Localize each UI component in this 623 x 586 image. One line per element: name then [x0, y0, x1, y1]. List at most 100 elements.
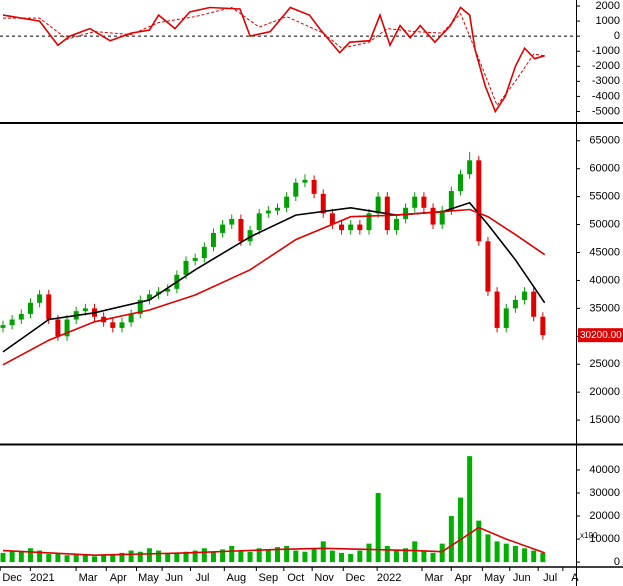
volume-bar	[467, 456, 473, 563]
volume-bar	[366, 543, 372, 563]
volume-bar	[403, 548, 409, 563]
volume-bar	[357, 550, 363, 563]
volume-bar	[348, 554, 354, 563]
candle-body	[265, 210, 271, 214]
candle-body	[55, 319, 61, 337]
y-tick-label: 10000	[589, 533, 620, 545]
volume-bar	[421, 550, 427, 563]
volume-bar	[522, 548, 528, 563]
y-tick-label: 1000	[596, 15, 620, 27]
y-tick-label: 20000	[589, 386, 620, 398]
candle-body	[467, 160, 473, 175]
x-tick-label: Oct	[287, 572, 304, 584]
y-tick-label: -2000	[592, 60, 620, 72]
volume-bar	[220, 549, 226, 563]
line-series	[2, 6, 545, 114]
candle-body	[201, 246, 207, 259]
candle-body	[156, 291, 162, 295]
y-tick-label: 65000	[589, 135, 620, 147]
y-tick-label: 60000	[589, 163, 620, 175]
candle-body	[329, 213, 335, 225]
x-tick-label: Jun	[513, 572, 531, 584]
candle-body	[18, 313, 24, 320]
candle-body	[256, 213, 262, 231]
volume-bar	[494, 541, 500, 563]
candle-body	[137, 299, 143, 314]
candle-body	[284, 196, 290, 208]
x-tick-label: Mar	[424, 572, 443, 584]
candle-body	[0, 325, 6, 328]
volume-bar	[64, 555, 70, 563]
volume-bar	[110, 554, 116, 563]
candle-body	[476, 160, 482, 242]
volume-bar	[210, 551, 216, 563]
candle-body	[348, 224, 354, 231]
volume-bar	[284, 545, 290, 563]
volume-bar	[384, 545, 390, 563]
plot-area	[0, 6, 576, 114]
volume-bar	[37, 550, 43, 563]
candle-body	[366, 213, 372, 231]
candle-body	[393, 218, 399, 231]
y-tick-label: 30000	[589, 487, 620, 499]
volume-bar	[293, 550, 299, 563]
volume-bar	[430, 552, 436, 563]
x-tick-label: Aug	[227, 572, 247, 584]
x-tick-label: Jun	[165, 572, 183, 584]
line-series	[2, 201, 546, 353]
volume-bar	[275, 547, 280, 563]
y-tick-label: 40000	[589, 464, 620, 476]
candle-body	[302, 179, 308, 183]
volume-bar	[256, 548, 262, 563]
y-tick-label: -1000	[592, 45, 620, 57]
candle-body	[448, 191, 454, 211]
volume-bar	[201, 548, 207, 563]
candle-body	[485, 241, 491, 292]
y-tick-label: 2000	[596, 0, 620, 12]
volume-bar	[27, 548, 33, 563]
candle-body	[375, 196, 381, 214]
candle-body	[247, 230, 253, 242]
candle-body	[357, 224, 363, 231]
y-tick-label: 40000	[589, 274, 620, 286]
candle-body	[522, 291, 528, 300]
x-tick-label: 2022	[377, 572, 401, 584]
volume-bar	[412, 541, 418, 563]
x-tick-label: Nov	[314, 572, 334, 584]
x-tick-label: Jul	[195, 572, 209, 584]
line-series	[2, 208, 546, 366]
candle-body	[64, 319, 70, 337]
candle-body	[229, 218, 235, 225]
y-tick-label: 50000	[589, 218, 620, 230]
x-tick-label: Jul	[543, 572, 557, 584]
volume-bar	[146, 548, 152, 563]
line-series	[3, 6, 545, 107]
x-tick-label: Dec	[345, 572, 365, 584]
candle-body	[458, 174, 463, 192]
volume-bar	[329, 550, 335, 563]
candle-body	[531, 291, 537, 317]
candle-body	[37, 294, 43, 303]
volume-bar	[82, 555, 88, 563]
volume-bar	[302, 551, 308, 563]
x-tick-label: May	[484, 572, 505, 584]
x-tick-label: Sep	[259, 572, 279, 584]
volume-bar	[165, 554, 171, 563]
y-tick-label: -5000	[592, 105, 620, 117]
y-tick-label: 0	[614, 556, 620, 568]
plot-area	[0, 456, 546, 563]
volume-bar	[9, 550, 15, 563]
candle-body	[146, 294, 152, 300]
volume-bar	[73, 554, 79, 563]
volume-bar	[540, 552, 546, 563]
volume-bar	[137, 551, 143, 563]
candle-body	[82, 308, 88, 312]
x-tick-label: 2021	[30, 572, 54, 584]
unit-label: x100	[580, 531, 598, 540]
y-tick-label: -4000	[592, 90, 620, 102]
candle-body	[439, 210, 445, 225]
volume-bar	[192, 550, 198, 563]
volume-bar	[439, 543, 445, 563]
candle-body	[540, 316, 546, 336]
